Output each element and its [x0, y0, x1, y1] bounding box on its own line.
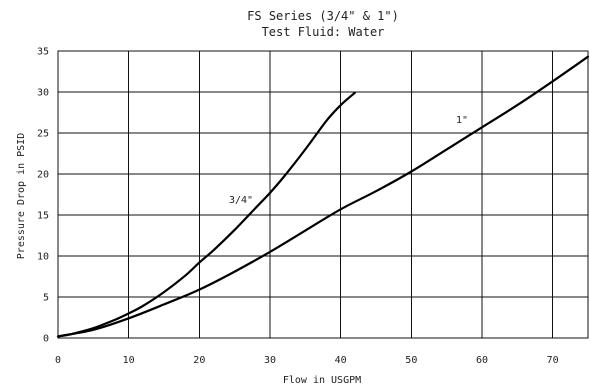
y-tick-label: 35 [37, 47, 49, 58]
y-tick-label: 10 [37, 252, 49, 263]
x-tick-label: 0 [55, 355, 61, 366]
chart-subtitle: Test Fluid: Water [262, 25, 385, 39]
series-label-3-4: 3/4" [229, 195, 253, 206]
y-tick-label: 20 [37, 170, 49, 181]
y-tick-label: 0 [43, 334, 49, 345]
x-tick-label: 30 [264, 355, 276, 366]
x-tick-label: 50 [405, 355, 417, 366]
y-tick-label: 15 [37, 211, 49, 222]
y-tick-label: 25 [37, 129, 49, 140]
x-tick-label: 20 [193, 355, 205, 366]
series-line-1 [56, 55, 590, 338]
grid-lines [57, 50, 588, 339]
y-axis-label: Pressure Drop in PSID [16, 133, 27, 259]
series-layer [56, 55, 590, 338]
x-tick-label: 60 [476, 355, 488, 366]
y-tick-label: 30 [37, 88, 49, 99]
y-tick-label: 5 [43, 293, 49, 304]
series-line-3-4 [56, 91, 356, 338]
chart-title: FS Series (3/4" & 1") [247, 9, 399, 23]
series-label-1: 1" [456, 115, 468, 126]
x-tick-label: 10 [123, 355, 135, 366]
x-tick-label: 40 [335, 355, 347, 366]
x-tick-labels: 0 10 20 30 40 50 60 70 [55, 355, 559, 366]
plot-frame [57, 50, 589, 339]
y-tick-labels: 0 5 10 15 20 25 30 35 [37, 47, 49, 345]
x-tick-label: 70 [547, 355, 559, 366]
x-axis-label: Flow in USGPM [283, 375, 361, 386]
